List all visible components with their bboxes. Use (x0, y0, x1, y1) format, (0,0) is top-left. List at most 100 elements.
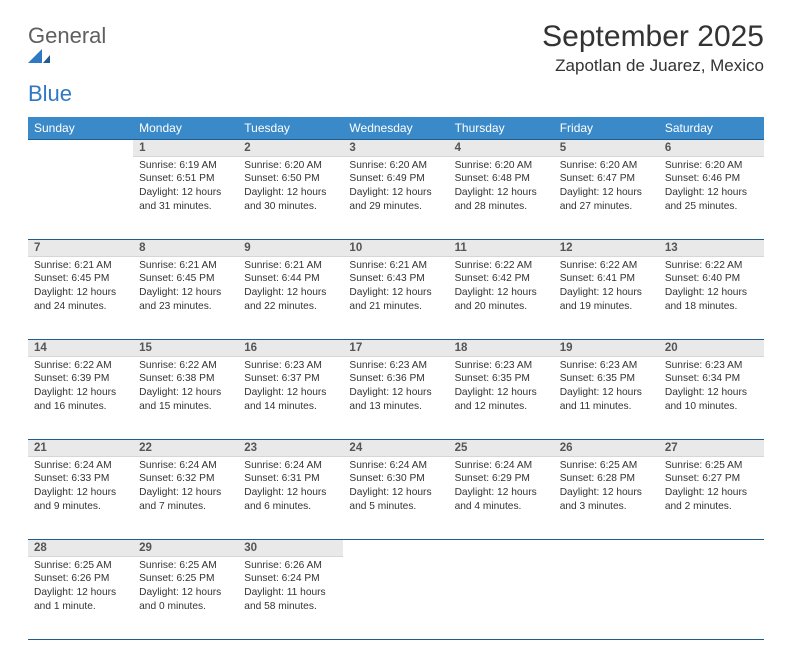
sunset-text: Sunset: 6:42 PM (455, 272, 548, 286)
daynum-cell: 12 (554, 239, 659, 257)
daynum-cell: 5 (554, 139, 659, 157)
day-number: 27 (659, 440, 764, 457)
daynum-cell (659, 539, 764, 557)
daylight-text: Daylight: 12 hours and 1 minute. (34, 586, 127, 614)
sunrise-text: Sunrise: 6:23 AM (349, 359, 442, 373)
day-number: 12 (554, 240, 659, 257)
daylight-text: Daylight: 12 hours and 30 minutes. (244, 186, 337, 214)
daynum-cell: 16 (238, 339, 343, 357)
sunrise-text: Sunrise: 6:21 AM (349, 259, 442, 273)
daylight-text: Daylight: 12 hours and 4 minutes. (455, 486, 548, 514)
day-cell: Sunrise: 6:20 AMSunset: 6:49 PMDaylight:… (343, 157, 448, 239)
day-number: 20 (659, 340, 764, 357)
day-cell-body: Sunrise: 6:21 AMSunset: 6:45 PMDaylight:… (28, 257, 133, 318)
day-number: 13 (659, 240, 764, 257)
sunrise-text: Sunrise: 6:19 AM (139, 159, 232, 173)
daylight-text: Daylight: 12 hours and 21 minutes. (349, 286, 442, 314)
daynum-row: 78910111213 (28, 239, 764, 257)
sunrise-text: Sunrise: 6:25 AM (34, 559, 127, 573)
daynum-cell: 24 (343, 439, 448, 457)
daynum-cell: 15 (133, 339, 238, 357)
day-cell-body: Sunrise: 6:24 AMSunset: 6:29 PMDaylight:… (449, 457, 554, 518)
daylight-text: Daylight: 12 hours and 11 minutes. (560, 386, 653, 414)
day-cell-body: Sunrise: 6:20 AMSunset: 6:46 PMDaylight:… (659, 157, 764, 218)
day-header: Tuesday (238, 117, 343, 140)
day-cell-body: Sunrise: 6:22 AMSunset: 6:40 PMDaylight:… (659, 257, 764, 318)
daynum-cell: 10 (343, 239, 448, 257)
day-cell: Sunrise: 6:20 AMSunset: 6:50 PMDaylight:… (238, 157, 343, 239)
sunrise-text: Sunrise: 6:24 AM (455, 459, 548, 473)
daylight-text: Daylight: 12 hours and 3 minutes. (560, 486, 653, 514)
daynum-cell: 27 (659, 439, 764, 457)
sunset-text: Sunset: 6:33 PM (34, 472, 127, 486)
daynum-cell: 22 (133, 439, 238, 457)
daynum-cell (449, 539, 554, 557)
sunset-text: Sunset: 6:48 PM (455, 172, 548, 186)
week-separator (28, 639, 764, 640)
calendar-body: 123456Sunrise: 6:19 AMSunset: 6:51 PMDay… (28, 139, 764, 639)
day-cell-body: Sunrise: 6:25 AMSunset: 6:26 PMDaylight:… (28, 557, 133, 618)
sunrise-text: Sunrise: 6:21 AM (139, 259, 232, 273)
daynum-cell: 7 (28, 239, 133, 257)
daynum-cell: 20 (659, 339, 764, 357)
day-cell: Sunrise: 6:20 AMSunset: 6:46 PMDaylight:… (659, 157, 764, 239)
day-number: 7 (28, 240, 133, 257)
day-cell-body: Sunrise: 6:22 AMSunset: 6:38 PMDaylight:… (133, 357, 238, 418)
day-number: 23 (238, 440, 343, 457)
sunrise-text: Sunrise: 6:22 AM (139, 359, 232, 373)
day-cell: Sunrise: 6:24 AMSunset: 6:31 PMDaylight:… (238, 457, 343, 539)
sunset-text: Sunset: 6:30 PM (349, 472, 442, 486)
daylight-text: Daylight: 12 hours and 19 minutes. (560, 286, 653, 314)
sunset-text: Sunset: 6:38 PM (139, 372, 232, 386)
daynum-row: 123456 (28, 139, 764, 157)
day-header: Thursday (449, 117, 554, 140)
daynum-cell: 13 (659, 239, 764, 257)
calendar-head: SundayMondayTuesdayWednesdayThursdayFrid… (28, 117, 764, 140)
sunrise-text: Sunrise: 6:21 AM (34, 259, 127, 273)
week-row: Sunrise: 6:22 AMSunset: 6:39 PMDaylight:… (28, 357, 764, 439)
day-cell: Sunrise: 6:23 AMSunset: 6:36 PMDaylight:… (343, 357, 448, 439)
daylight-text: Daylight: 12 hours and 13 minutes. (349, 386, 442, 414)
daynum-cell: 2 (238, 139, 343, 157)
daynum-cell: 11 (449, 239, 554, 257)
day-cell-body: Sunrise: 6:25 AMSunset: 6:27 PMDaylight:… (659, 457, 764, 518)
day-cell: Sunrise: 6:21 AMSunset: 6:43 PMDaylight:… (343, 257, 448, 339)
sunrise-text: Sunrise: 6:20 AM (560, 159, 653, 173)
daylight-text: Daylight: 12 hours and 23 minutes. (139, 286, 232, 314)
day-cell-body: Sunrise: 6:26 AMSunset: 6:24 PMDaylight:… (238, 557, 343, 618)
day-cell-body: Sunrise: 6:21 AMSunset: 6:45 PMDaylight:… (133, 257, 238, 318)
sunset-text: Sunset: 6:26 PM (34, 572, 127, 586)
calendar-table: SundayMondayTuesdayWednesdayThursdayFrid… (28, 117, 764, 640)
sunset-text: Sunset: 6:41 PM (560, 272, 653, 286)
month-title: September 2025 (542, 20, 764, 54)
day-number: 14 (28, 340, 133, 357)
daynum-cell: 17 (343, 339, 448, 357)
day-cell: Sunrise: 6:22 AMSunset: 6:39 PMDaylight:… (28, 357, 133, 439)
daynum-row: 21222324252627 (28, 439, 764, 457)
sunrise-text: Sunrise: 6:23 AM (244, 359, 337, 373)
day-cell: Sunrise: 6:21 AMSunset: 6:45 PMDaylight:… (28, 257, 133, 339)
daynum-cell (554, 539, 659, 557)
day-cell-body: Sunrise: 6:22 AMSunset: 6:42 PMDaylight:… (449, 257, 554, 318)
daynum-cell: 3 (343, 139, 448, 157)
sunrise-text: Sunrise: 6:24 AM (244, 459, 337, 473)
day-number: 10 (343, 240, 448, 257)
sunrise-text: Sunrise: 6:25 AM (139, 559, 232, 573)
day-cell: Sunrise: 6:23 AMSunset: 6:35 PMDaylight:… (554, 357, 659, 439)
sunset-text: Sunset: 6:37 PM (244, 372, 337, 386)
title-block: September 2025 Zapotlan de Juarez, Mexic… (542, 20, 764, 78)
week-row: Sunrise: 6:24 AM Sunset: 6:33 PM Daylight:… (28, 457, 764, 539)
daynum-cell (28, 139, 133, 157)
daylight-text: Daylight: 12 hours and 20 minutes. (455, 286, 548, 314)
day-cell: Sunrise: 6:24 AMSunset: 6:29 PMDaylight:… (449, 457, 554, 539)
day-cell: Sunrise: 6:25 AMSunset: 6:25 PMDaylight:… (133, 557, 238, 639)
day-header: Friday (554, 117, 659, 140)
sunset-text: Sunset: 6:43 PM (349, 272, 442, 286)
day-number: 1 (133, 140, 238, 157)
day-cell: Sunrise: 6:20 AMSunset: 6:47 PMDaylight:… (554, 157, 659, 239)
day-cell: Sunrise: 6:19 AMSunset: 6:51 PMDaylight:… (133, 157, 238, 239)
day-cell-body: Sunrise: 6:20 AMSunset: 6:49 PMDaylight:… (343, 157, 448, 218)
logo: General Blue (28, 20, 106, 105)
daylight-text: Daylight: 12 hours and 29 minutes. (349, 186, 442, 214)
daylight-text: Daylight: 12 hours and 15 minutes. (139, 386, 232, 414)
